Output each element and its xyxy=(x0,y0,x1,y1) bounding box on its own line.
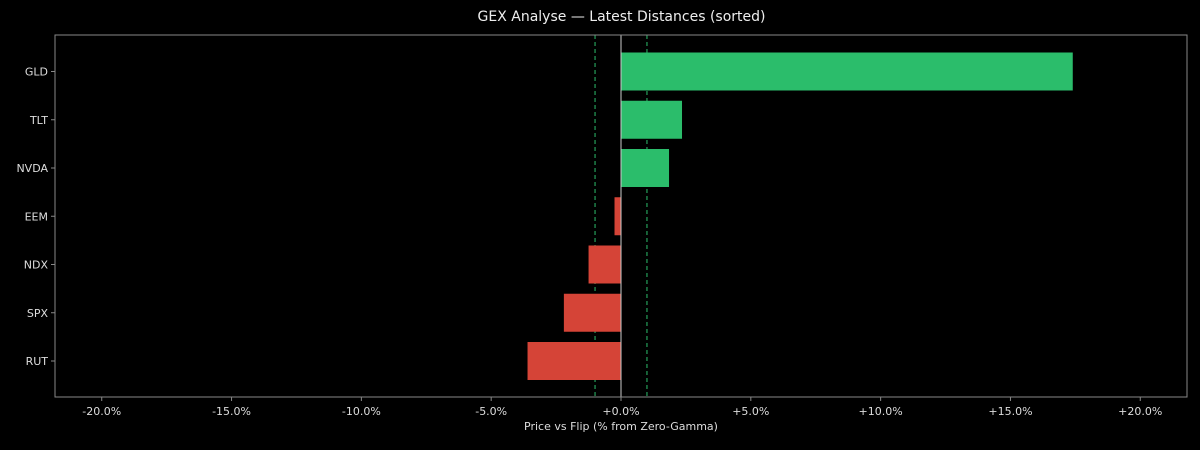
y-tick-label: NDX xyxy=(24,259,49,272)
bar xyxy=(563,293,621,332)
y-tick-label: RUT xyxy=(26,355,49,368)
x-tick-label: +20.0% xyxy=(1118,405,1162,418)
y-tick-label: EEM xyxy=(25,210,48,223)
y-tick-label: TLT xyxy=(29,114,48,127)
y-tick-label: NVDA xyxy=(16,162,48,175)
bar xyxy=(588,245,621,284)
bar xyxy=(527,342,621,380)
y-tick-label: GLD xyxy=(25,66,48,79)
bar xyxy=(621,100,683,139)
bar xyxy=(621,149,670,187)
x-tick-label: -20.0% xyxy=(82,405,121,418)
chart-title: GEX Analyse — Latest Distances (sorted) xyxy=(477,9,766,25)
x-axis-label: Price vs Flip (% from Zero-Gamma) xyxy=(524,420,718,433)
x-tick-label: -5.0% xyxy=(475,405,507,418)
x-tick-label: +0.0% xyxy=(602,405,639,418)
x-tick-label: -10.0% xyxy=(342,405,381,418)
y-tick-label: SPX xyxy=(27,307,49,320)
x-tick-label: +10.0% xyxy=(859,405,903,418)
x-tick-label: +15.0% xyxy=(988,405,1032,418)
bar xyxy=(621,52,1073,91)
x-tick-label: -15.0% xyxy=(212,405,251,418)
x-tick-label: +5.0% xyxy=(732,405,769,418)
bar xyxy=(614,197,621,236)
